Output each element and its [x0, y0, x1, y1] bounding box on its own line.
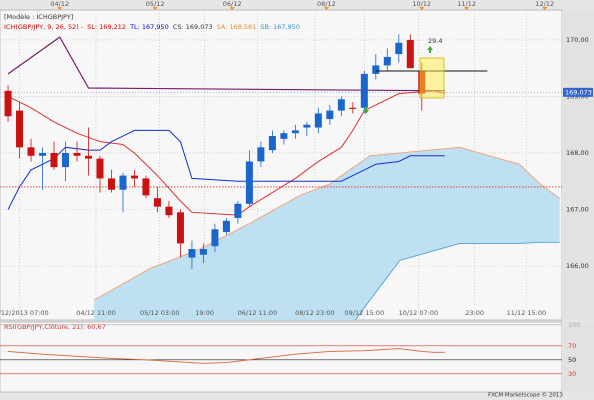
legend-entry: SA: 168,581	[217, 23, 257, 31]
indicator-line	[7, 129, 445, 210]
candle-body	[257, 147, 265, 162]
candle-body	[280, 133, 288, 139]
x-tick-label: 04/12 11:00	[76, 309, 116, 317]
candle-body	[360, 73, 368, 108]
rsi-tick-label: 50	[568, 356, 576, 364]
candle-body	[96, 158, 104, 179]
candle-body	[245, 161, 253, 204]
top-tick-marker	[323, 7, 329, 11]
y-tick-label: 168,00	[566, 149, 589, 157]
candle-body	[268, 136, 276, 151]
x-tick-label: 11/12 15:00	[507, 309, 547, 317]
rsi-axis	[562, 322, 594, 392]
candle-body	[16, 110, 24, 148]
x-tick-label: 09/12 15:00	[345, 309, 385, 317]
candle-body	[165, 206, 173, 216]
candle-body	[291, 130, 299, 134]
cloud-area	[94, 147, 560, 320]
top-tick-marker	[229, 7, 235, 11]
legend-entry: SL: 169,212	[87, 23, 126, 31]
top-tick-label: 08/12	[317, 0, 336, 8]
candle-body	[130, 175, 138, 179]
candle-body	[406, 39, 414, 69]
candle-body	[234, 203, 242, 218]
y-tick-label: 170,00	[566, 36, 589, 44]
top-tick-label: 12/12	[535, 0, 554, 8]
candle-body	[84, 155, 92, 159]
candle-body	[73, 152, 81, 156]
top-tick-marker	[57, 7, 63, 11]
x-tick-label: 03/12/2013 07:00	[0, 309, 49, 317]
candle-body	[337, 99, 345, 111]
candle-body	[153, 198, 161, 207]
price-tag	[563, 87, 593, 97]
candle-body	[211, 229, 219, 247]
candle-body	[383, 56, 391, 66]
candle-body	[326, 110, 334, 120]
candle-body	[188, 249, 196, 258]
rsi-tick-label: 100	[568, 321, 580, 329]
top-tick-marker	[542, 7, 548, 11]
x-tick-label: 05/12 03:00	[140, 309, 180, 317]
candle-body	[349, 107, 357, 109]
top-tick-label: 11/12	[457, 0, 476, 8]
top-tick-marker	[464, 7, 470, 11]
rsi-title: RSI(GBP/JPY,Clôture, 21): 60,67	[4, 323, 106, 331]
main-layer	[0, 10, 562, 320]
candle-body	[372, 65, 380, 74]
candle-body	[314, 113, 322, 128]
candle-body	[107, 178, 115, 190]
rsi-tick-label: 70	[568, 342, 576, 350]
candle-body	[199, 249, 207, 255]
footer: FXCM Marketscope © 2013	[488, 392, 563, 399]
price-axis	[562, 10, 594, 320]
top-tick-marker	[152, 7, 158, 11]
arrow-icon	[427, 46, 433, 53]
legend-entry: ICH(GBP/JPY, 9, 26, 52) -	[4, 23, 84, 31]
candle-body	[176, 212, 184, 244]
x-tick-label: 23:00	[465, 309, 484, 317]
candle-body	[119, 175, 127, 190]
annotation: 29.4	[428, 37, 442, 45]
highlight-box	[419, 57, 445, 99]
candle-body	[395, 42, 403, 55]
candle-body	[303, 124, 311, 128]
candle-body	[222, 220, 230, 233]
y-tick-label: 166,00	[566, 262, 589, 270]
overlay-layer: 170,00169,00168,00167,00166,0003/12/2013…	[0, 0, 593, 378]
top-tick-label: 04/12	[50, 0, 69, 8]
top-tick-label: 06/12	[223, 0, 242, 8]
legend-entry: TL: 167,950	[129, 23, 169, 31]
x-tick-label: 06/12 11:00	[238, 309, 278, 317]
rsi-line	[8, 348, 445, 364]
rsi-tick-label: 30	[568, 370, 576, 378]
model-title: [Modèle : ICHGBPJPY]	[4, 13, 73, 21]
y-tick-label: 167,00	[566, 205, 589, 213]
top-tick-label: 10/12	[412, 0, 431, 8]
price-tag-label: 169,073	[565, 88, 592, 96]
candle-body	[142, 178, 150, 196]
arrow-icon	[363, 107, 369, 114]
x-tick-label: 08/12 23:00	[295, 309, 335, 317]
top-tick-marker	[419, 7, 425, 11]
legend-entry: SB: 167,950	[260, 23, 300, 31]
candle-body	[27, 147, 35, 156]
candle-body	[39, 152, 47, 156]
cloud-edge	[354, 241, 560, 320]
x-tick-label: 19:00	[195, 309, 214, 317]
candle-body	[4, 90, 12, 117]
indicator-line	[7, 36, 445, 92]
candle-body	[50, 152, 58, 168]
top-tick-label: 05/12	[146, 0, 165, 8]
x-tick-label: 10/12 07:00	[399, 309, 439, 317]
legend-entry: CS: 169,073	[173, 23, 213, 31]
candle-body	[62, 152, 70, 168]
indicator-legend: ICH(GBP/JPY, 9, 26, 52) - SL: 169,212 TL: …	[4, 23, 300, 31]
